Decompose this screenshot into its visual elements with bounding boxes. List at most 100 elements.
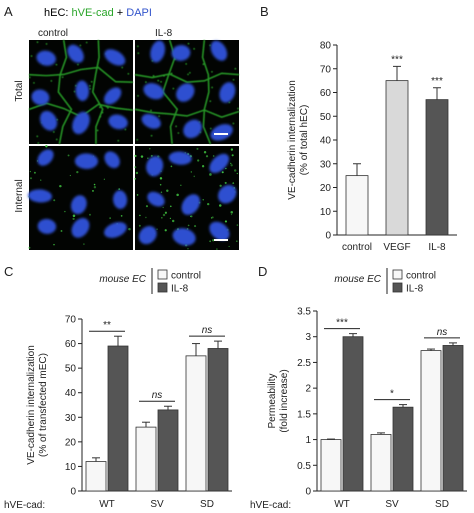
micrograph-total-il8 — [134, 39, 240, 145]
x-tick-label: control — [342, 242, 372, 253]
bar-il8-sv — [392, 406, 414, 492]
significance-label: *** — [336, 318, 348, 329]
x-tick-label: WT — [99, 499, 115, 510]
bar-control-wt — [320, 439, 342, 492]
micrograph-grid — [28, 39, 240, 250]
legend-swatch-control — [157, 269, 168, 280]
col-label-il8: IL-8 — [155, 28, 173, 39]
hve-cad-label-c: hVE-cad: — [4, 500, 45, 511]
significance-label: ns — [202, 325, 213, 336]
legend-swatch-control — [392, 269, 403, 280]
y-tick-label: 80 — [320, 41, 332, 52]
y-tick-label: 2 — [305, 384, 311, 395]
bar-control-wt — [85, 461, 107, 492]
bar-control — [345, 175, 369, 236]
y-tick-label: 20 — [65, 437, 77, 448]
legend-swatch-il8 — [157, 282, 168, 293]
dapi-nuclei — [138, 151, 237, 246]
bar-control-sd — [185, 355, 207, 492]
x-tick-label: SD — [200, 499, 214, 510]
x-tick-label: IL-8 — [428, 242, 446, 253]
y-tick-label: 3.5 — [297, 307, 311, 318]
y-tick-label: 3 — [305, 332, 311, 343]
y-tick-label: 0 — [70, 487, 76, 498]
micrograph-title-blue: DAPI — [126, 7, 152, 19]
panel-b: B 0 10 20 30 40 50 60 70 80 VE-cadherin internali… — [260, 4, 457, 253]
micrograph-total-control — [28, 39, 134, 145]
x-tick-label: SD — [435, 499, 449, 510]
legend-label-control: control — [171, 271, 201, 282]
y-tick-label: 30 — [65, 413, 77, 424]
scale-bar — [214, 133, 228, 135]
y-tick-label: 30 — [320, 159, 332, 170]
bar-il8-wt — [342, 336, 364, 492]
y-tick-label: 2.5 — [297, 358, 311, 369]
significance-label: ** — [103, 320, 111, 331]
dapi-nuclei — [31, 44, 128, 135]
dapi-nuclei — [28, 149, 128, 238]
y-tick-label: 0 — [305, 487, 311, 498]
x-tick-label: WT — [334, 499, 350, 510]
y-tick-label: 60 — [320, 88, 332, 99]
legend-label-il8: IL-8 — [406, 284, 424, 295]
y-tick-label: 10 — [65, 462, 77, 473]
ve-cadherin-junctions — [134, 39, 240, 145]
y-axis-title: (% of transfected mEC) — [38, 353, 49, 457]
row-label-total: Total — [14, 80, 25, 101]
hve-cad-label-d: hVE-cad: — [250, 500, 291, 511]
y-tick-label: 0 — [325, 231, 331, 242]
y-tick-label: 20 — [320, 183, 332, 194]
y-tick-label: 10 — [320, 207, 332, 218]
chart-b: 0 10 20 30 40 50 60 70 80 VE-cadherin internaliza… — [287, 41, 457, 253]
y-tick-label: 70 — [65, 315, 77, 326]
significance-label: * — [390, 389, 394, 400]
y-tick-label: 0.5 — [297, 461, 311, 472]
scale-bar — [214, 239, 228, 241]
chart-d: 0 0.5 1 1.5 2 2.5 3 3.5 Permeability (fold increa… — [267, 268, 467, 510]
legend: mouse EC control IL-8 — [334, 268, 436, 295]
micrograph-title-prefix: hEC: — [44, 7, 72, 19]
micrograph-internal-il8 — [134, 146, 239, 250]
bar-control-sv — [370, 434, 392, 492]
bar-il8 — [425, 99, 449, 236]
x-tick-label: SV — [385, 499, 399, 510]
y-axis-title: VE-cadherin internalization — [26, 345, 37, 465]
panel-letter-a: A — [4, 4, 13, 19]
significance-label: *** — [431, 76, 443, 87]
micrograph-title-green: hVE-cad — [72, 7, 114, 19]
x-tick-label: SV — [150, 499, 164, 510]
panel-letter-d: D — [258, 264, 267, 279]
x-tick-label: VEGF — [383, 242, 410, 253]
legend-swatch-il8 — [392, 282, 403, 293]
bar-control-sd — [420, 350, 442, 492]
legend-label-il8: IL-8 — [171, 284, 189, 295]
y-tick-label: 50 — [65, 364, 77, 375]
panel-a: A hEC: hVE-cad + DAPI control IL-8 Total… — [4, 4, 240, 250]
bar-il8-wt — [107, 345, 129, 492]
y-axis-title: Permeability — [267, 373, 278, 428]
row-label-internal: Internal — [14, 179, 25, 212]
bar-control-sv — [135, 426, 157, 492]
y-tick-label: 40 — [65, 388, 77, 399]
bar-il8-sd — [207, 348, 229, 492]
panel-c: C 0 10 20 30 40 50 60 70 VE-cadherin internaliza… — [4, 264, 232, 510]
bar-il8-sd — [442, 345, 464, 492]
significance-label: ns — [437, 327, 448, 338]
legend-title: mouse EC — [99, 274, 146, 285]
y-axis-title: (% of total hEC) — [299, 105, 310, 176]
legend: mouse EC control IL-8 — [99, 268, 201, 295]
y-tick-label: 1.5 — [297, 409, 311, 420]
micrograph-internal-control — [28, 145, 133, 250]
y-axis-title: VE-cadherin internalization — [287, 80, 298, 200]
panel-letter-c: C — [4, 264, 13, 279]
panel-letter-b: B — [260, 4, 269, 19]
bar-il8-sv — [157, 409, 179, 492]
micrograph-title: hEC: hVE-cad + DAPI — [44, 7, 152, 19]
legend-title: mouse EC — [334, 274, 381, 285]
significance-label: *** — [391, 54, 403, 65]
micrograph-title-plus: + — [114, 7, 127, 19]
panel-d: D 0 0.5 1 1.5 2 2.5 3 3.5 Permeability (fold incr… — [258, 264, 467, 510]
dapi-nuclei — [141, 40, 236, 141]
y-tick-label: 40 — [320, 136, 332, 147]
